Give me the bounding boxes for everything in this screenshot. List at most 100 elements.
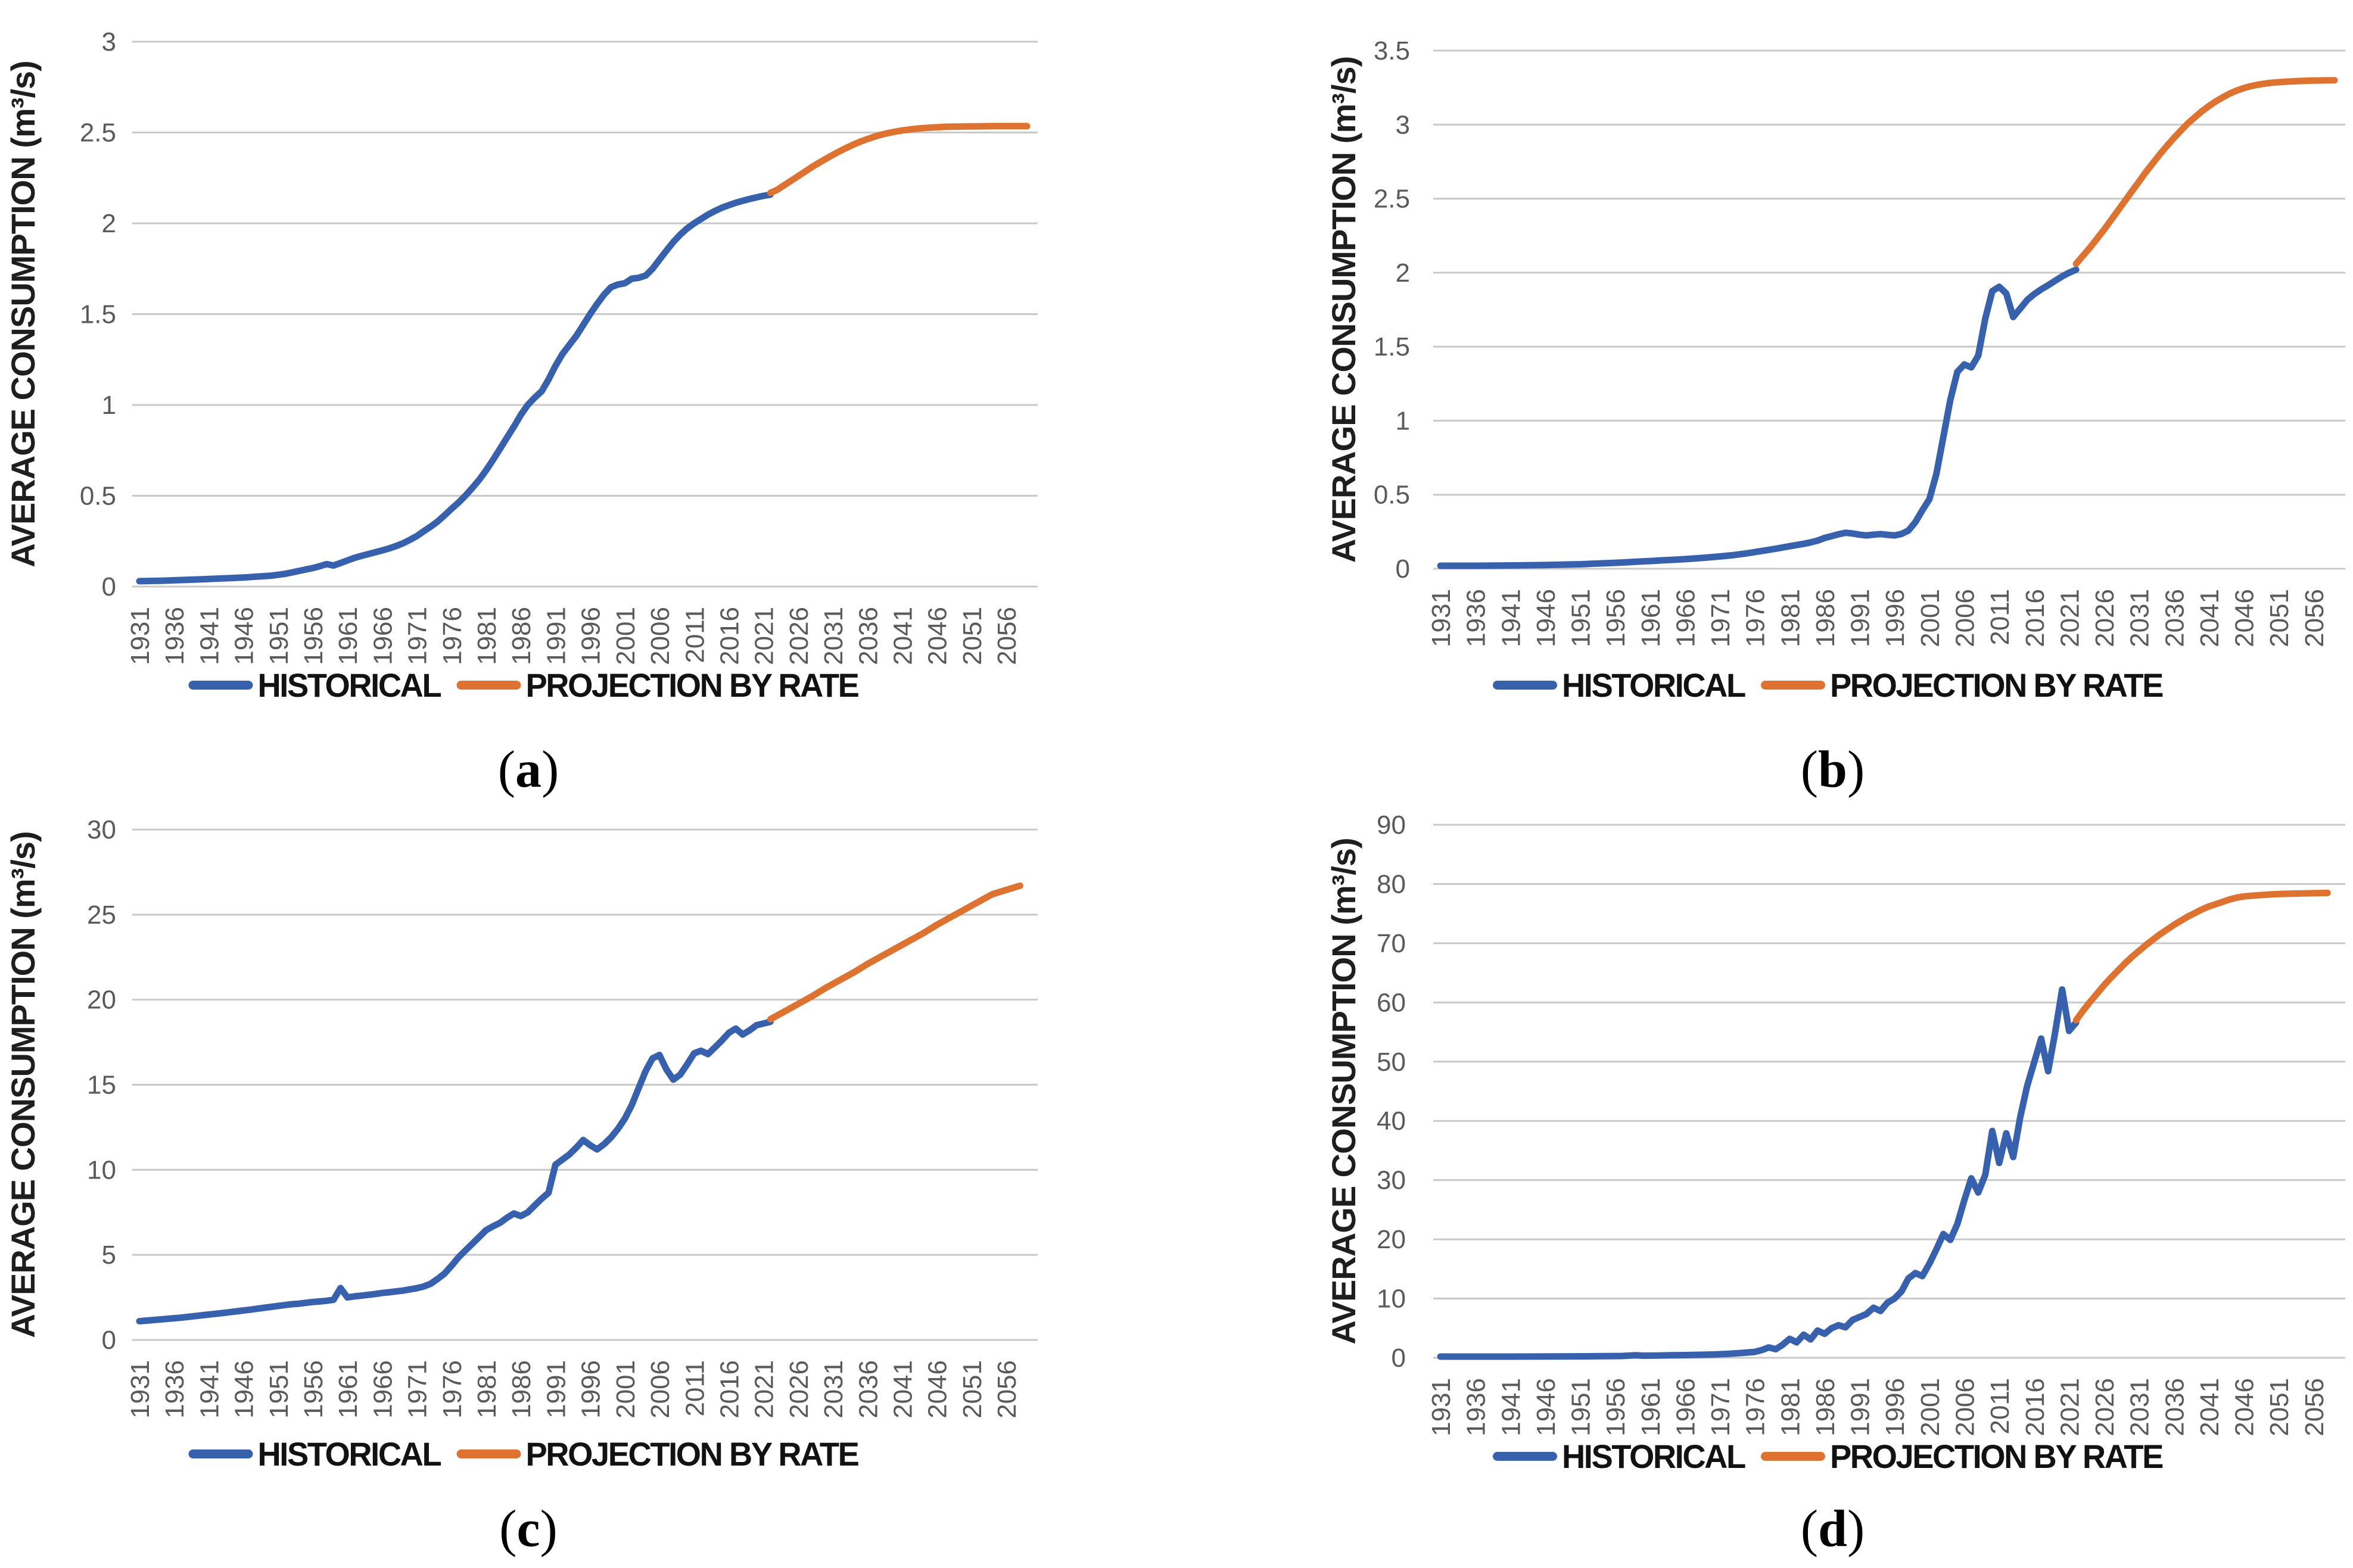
legend-item-projection: PROJECTION BY RATE: [456, 1435, 868, 1473]
x-tick-label: 2036: [2160, 1378, 2189, 1436]
x-tick-label: 1936: [160, 607, 189, 665]
y-tick-label: 50: [1377, 1048, 1406, 1077]
x-tick-label: 1996: [1881, 1378, 1910, 1436]
y-tick-label: 90: [1377, 811, 1406, 840]
series-line-historical: [136, 1018, 774, 1325]
x-tick-label: 2041: [888, 1360, 917, 1419]
legend-item-projection: PROJECTION BY RATE: [456, 666, 868, 704]
series-line-historical: [1437, 266, 2080, 569]
x-tick-label: 2001: [1916, 589, 1945, 647]
y-tick-label: 80: [1377, 869, 1406, 899]
x-tick-label: 2011: [680, 607, 709, 663]
x-tick-label: 2016: [2021, 1378, 2050, 1436]
legend-item-historical: HISTORICAL: [188, 666, 446, 704]
legend-label-projection: PROJECTION BY RATE: [1829, 666, 2164, 704]
x-tick-label: 2011: [1985, 589, 2015, 646]
x-tick-label: 1941: [195, 1360, 224, 1419]
y-tick-label: 15: [87, 1071, 116, 1100]
gridlines: [132, 40, 1038, 588]
y-tick-label: 30: [87, 815, 116, 844]
legend-a: HISTORICAL PROJECTION BY RATE: [0, 666, 1117, 704]
x-tick-label: 1986: [1811, 589, 1840, 647]
x-tick-label: 2006: [1950, 1378, 1979, 1436]
x-tick-label: 1986: [1811, 1378, 1840, 1436]
x-tick-label: 1966: [368, 1360, 397, 1419]
y-tick-label: 60: [1377, 988, 1406, 1017]
y-axis-tick-labels: 0 10 20 30 40 50 60 70 80 90: [1377, 811, 1406, 1373]
x-tick-label: 1996: [577, 607, 606, 665]
x-tick-label: 2036: [2160, 589, 2189, 647]
legend-item-historical: HISTORICAL: [1492, 1437, 1750, 1476]
legend-item-historical: HISTORICAL: [188, 1435, 446, 1473]
x-axis-tick-labels: 1931 1936 1941 1946 1951 1956 1961 1966 1971 1976…: [1427, 1378, 2329, 1436]
y-tick-label: 40: [1377, 1106, 1406, 1136]
x-tick-label: 2006: [646, 1360, 675, 1419]
caption-letter: d: [1818, 1500, 1847, 1558]
y-tick-label: 2: [1396, 258, 1410, 288]
x-tick-label: 2051: [958, 1360, 987, 1419]
y-tick-label: 0: [1396, 554, 1410, 584]
chart-c-plot: 0 5 10 15 20 25 30 1931 1936 1941 1946 1951 1956 1961…: [4, 815, 1038, 1419]
caption-open: (: [499, 1500, 517, 1558]
chart-b-plot: 0 0.5 1 1.5 2 2.5 3 3.5 1931 1936 1941 1946 1951 1956…: [1325, 36, 2345, 647]
y-tick-label: 0: [102, 1326, 116, 1355]
projection-line-swatch-icon: [1760, 1452, 1825, 1461]
x-axis-tick-labels: 1931 1936 1941 1946 1951 1956 1961 1966 1971 1976…: [126, 1360, 1022, 1419]
y-tick-label: 1.5: [1374, 332, 1410, 361]
x-tick-label: 1971: [403, 607, 432, 665]
x-tick-label: 2051: [958, 607, 987, 665]
x-tick-label: 1931: [126, 1360, 155, 1419]
y-axis-tick-labels: 0 0.5 1 1.5 2 2.5 3: [80, 27, 116, 601]
y-axis-title: AVERAGE CONSUMPTION (m³/s): [1325, 838, 1362, 1344]
x-tick-label: 1976: [1741, 589, 1770, 647]
y-axis-tick-labels: 0 0.5 1 1.5 2 2.5 3 3.5: [1374, 36, 1410, 584]
x-tick-label: 2051: [2265, 589, 2294, 647]
y-axis-title: AVERAGE CONSUMPTION (m³/s): [4, 61, 42, 567]
x-tick-label: 2026: [2090, 589, 2119, 647]
y-tick-label: 20: [1377, 1225, 1406, 1254]
x-tick-label: 1991: [541, 1360, 571, 1419]
legend-item-projection: PROJECTION BY RATE: [1760, 1437, 2173, 1476]
legend-d: HISTORICAL PROJECTION BY RATE: [1244, 1437, 2353, 1476]
x-tick-label: 1976: [438, 1360, 467, 1419]
x-tick-label: 1961: [334, 1360, 363, 1419]
x-tick-label: 2041: [888, 607, 917, 665]
legend-label-projection: PROJECTION BY RATE: [525, 1435, 859, 1473]
x-tick-label: 1936: [160, 1360, 189, 1419]
legend-label-projection: PROJECTION BY RATE: [1829, 1438, 2164, 1475]
y-tick-label: 10: [87, 1155, 116, 1184]
x-tick-label: 2016: [2021, 589, 2050, 647]
caption-a: (a): [0, 740, 1117, 800]
x-tick-label: 1946: [230, 1360, 259, 1419]
chart-d: 0 10 20 30 40 50 60 70 80 90 1931 1936 1941 1946 1951 1…: [1176, 784, 2353, 1568]
projection-line-swatch-icon: [456, 681, 521, 690]
gridlines: [1433, 49, 2345, 570]
x-tick-label: 2031: [819, 1360, 848, 1419]
x-tick-label: 2021: [750, 607, 779, 665]
x-tick-label: 2046: [923, 607, 953, 665]
y-axis-title: AVERAGE CONSUMPTION (m³/s): [4, 831, 42, 1338]
series-line-projection: [2072, 77, 2338, 267]
y-axis-tick-labels: 0 5 10 15 20 25 30: [87, 815, 116, 1355]
y-axis-title: AVERAGE CONSUMPTION (m³/s): [1325, 57, 1362, 563]
legend-label-historical: HISTORICAL: [257, 666, 441, 704]
x-tick-label: 2046: [2230, 589, 2259, 647]
x-tick-label: 1936: [1462, 1378, 1491, 1436]
historical-line-swatch-icon: [1492, 1452, 1557, 1461]
caption-open: (: [1800, 1500, 1819, 1558]
x-tick-label: 2006: [646, 607, 675, 665]
x-tick-label: 2016: [715, 1360, 744, 1419]
historical-line-swatch-icon: [1492, 681, 1557, 690]
y-tick-label: 20: [87, 986, 116, 1015]
x-tick-label: 1976: [438, 607, 467, 665]
y-tick-label: 2: [102, 209, 116, 238]
historical-line-swatch-icon: [188, 1449, 253, 1458]
historical-line-swatch-icon: [188, 681, 253, 690]
x-tick-label: 2001: [611, 1360, 640, 1419]
x-axis-tick-labels: 1931 1936 1941 1946 1951 1956 1961 1966 1971 1976…: [126, 607, 1022, 665]
caption-close: ): [1847, 741, 1865, 799]
gridlines: [1433, 824, 2345, 1359]
caption-c: (c): [0, 1499, 1117, 1559]
legend-b: HISTORICAL PROJECTION BY RATE: [1244, 666, 2353, 704]
